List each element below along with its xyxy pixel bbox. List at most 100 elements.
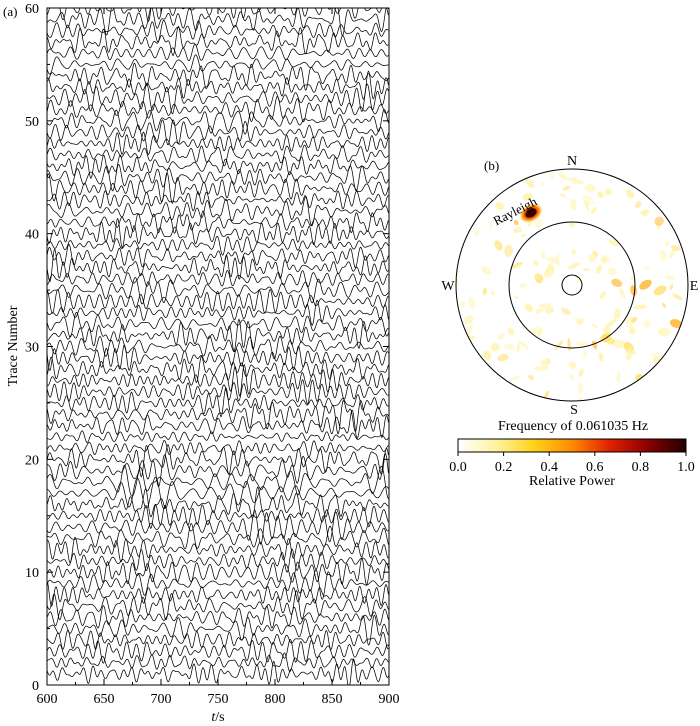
waveform-trace <box>47 235 389 256</box>
power-blotch <box>481 266 492 275</box>
power-blotch <box>533 365 545 372</box>
waveform-traces <box>47 8 389 685</box>
waveform-trace <box>47 536 389 563</box>
power-blotch <box>568 361 577 370</box>
polar-outer-circle <box>455 168 689 402</box>
power-blotch <box>658 249 668 261</box>
power-blotch <box>520 341 529 350</box>
power-blotch <box>466 324 473 336</box>
power-blotch <box>524 303 532 311</box>
power-blotch <box>534 219 544 228</box>
compass-west-label: W <box>441 279 455 294</box>
waveform-trace <box>47 154 389 179</box>
waveform-trace <box>47 43 389 62</box>
power-blotch <box>670 245 681 251</box>
waveform-trace <box>47 629 389 651</box>
colorbar-label: Relative Power <box>529 474 615 489</box>
power-blotch <box>642 266 651 271</box>
power-blotch <box>590 206 597 215</box>
panel-a: (a) 600 650 700 750 800 850 900 0102030405060 … <box>3 2 400 725</box>
power-blotch <box>616 372 621 383</box>
waveform-trace <box>47 19 389 43</box>
waveform-trace <box>47 344 389 372</box>
power-blotch <box>535 308 544 314</box>
power-blotch <box>463 315 474 325</box>
x-tick-label: 750 <box>208 692 229 707</box>
panel-b-label: (b) <box>484 158 499 173</box>
power-blotch <box>503 343 515 351</box>
power-blotch <box>613 308 622 320</box>
power-blotch <box>669 319 683 328</box>
power-blotch <box>576 317 585 325</box>
waveform-trace <box>47 119 389 146</box>
compass-east-label: E <box>690 279 699 294</box>
power-blotch <box>576 340 588 348</box>
power-blotch <box>513 219 519 226</box>
waveform-trace <box>47 311 389 338</box>
power-blotch <box>625 189 635 199</box>
x-axis-ticks: 600 650 700 750 800 850 900 <box>37 8 400 707</box>
power-blotch <box>582 195 594 206</box>
power-blotch <box>490 342 500 352</box>
power-blotch <box>633 304 647 310</box>
power-blotch <box>653 285 667 296</box>
colorbar-tick-label: 1.0 <box>677 460 695 475</box>
waveform-trace <box>47 590 389 621</box>
waveform-trace <box>47 557 389 586</box>
power-blotch <box>662 302 666 308</box>
power-blotch <box>560 193 566 198</box>
y-axis-ticks: 0 10 20 30 40 50 60 <box>25 2 389 694</box>
waveform-trace <box>47 277 389 305</box>
waveform-trace <box>47 604 389 629</box>
colorbar-tick-label: 0.4 <box>540 460 558 475</box>
waveform-trace <box>47 8 389 36</box>
power-blotch <box>632 350 637 356</box>
waveform-trace <box>47 210 389 234</box>
power-blotch <box>524 177 535 189</box>
waveform-trace <box>47 363 389 397</box>
frequency-caption: Frequency of 0.061035 Hz <box>498 419 648 434</box>
power-blotch <box>584 184 596 193</box>
power-blotch <box>508 375 522 382</box>
power-blotch <box>600 254 610 264</box>
waveform-trace <box>47 580 389 607</box>
waveform-trace <box>47 299 389 326</box>
waveform-trace <box>47 190 389 212</box>
power-blotch <box>571 180 585 185</box>
y-tick-label: 40 <box>25 228 39 243</box>
waveform-trace <box>47 243 389 269</box>
power-blotch <box>639 279 652 290</box>
power-blotch <box>598 352 604 362</box>
power-blotch <box>582 350 588 358</box>
panel-b: (b) N E S W Rayleigh Frequency of 0.0610… <box>441 154 698 489</box>
x-tick-label: 600 <box>37 692 58 707</box>
power-blotch <box>459 301 466 307</box>
power-blotch <box>537 329 542 338</box>
power-blotch <box>626 315 634 329</box>
power-blotch <box>555 340 564 350</box>
power-blotch <box>577 382 584 394</box>
power-blotch <box>568 222 575 228</box>
colorbar-tick-label: 0.6 <box>586 460 604 475</box>
power-blotch <box>514 295 519 300</box>
colorbar <box>457 438 687 453</box>
x-axis-label: t/s <box>211 710 224 725</box>
power-blotch <box>672 293 683 301</box>
power-blotch <box>600 291 606 300</box>
power-blotch <box>483 350 491 361</box>
waveform-trace <box>47 444 389 478</box>
power-blotch <box>634 200 642 209</box>
power-blotch <box>570 248 577 255</box>
power-blotch <box>561 307 571 316</box>
waveform-trace <box>47 379 389 405</box>
power-blotch <box>562 185 571 191</box>
power-blotch <box>591 340 598 350</box>
waveform-trace <box>47 476 389 510</box>
power-blotch <box>516 340 521 354</box>
power-blotch <box>592 323 598 329</box>
power-blotch <box>588 253 597 262</box>
power-blotch <box>657 327 672 337</box>
compass-north-label: N <box>567 154 577 169</box>
power-field <box>456 169 683 401</box>
